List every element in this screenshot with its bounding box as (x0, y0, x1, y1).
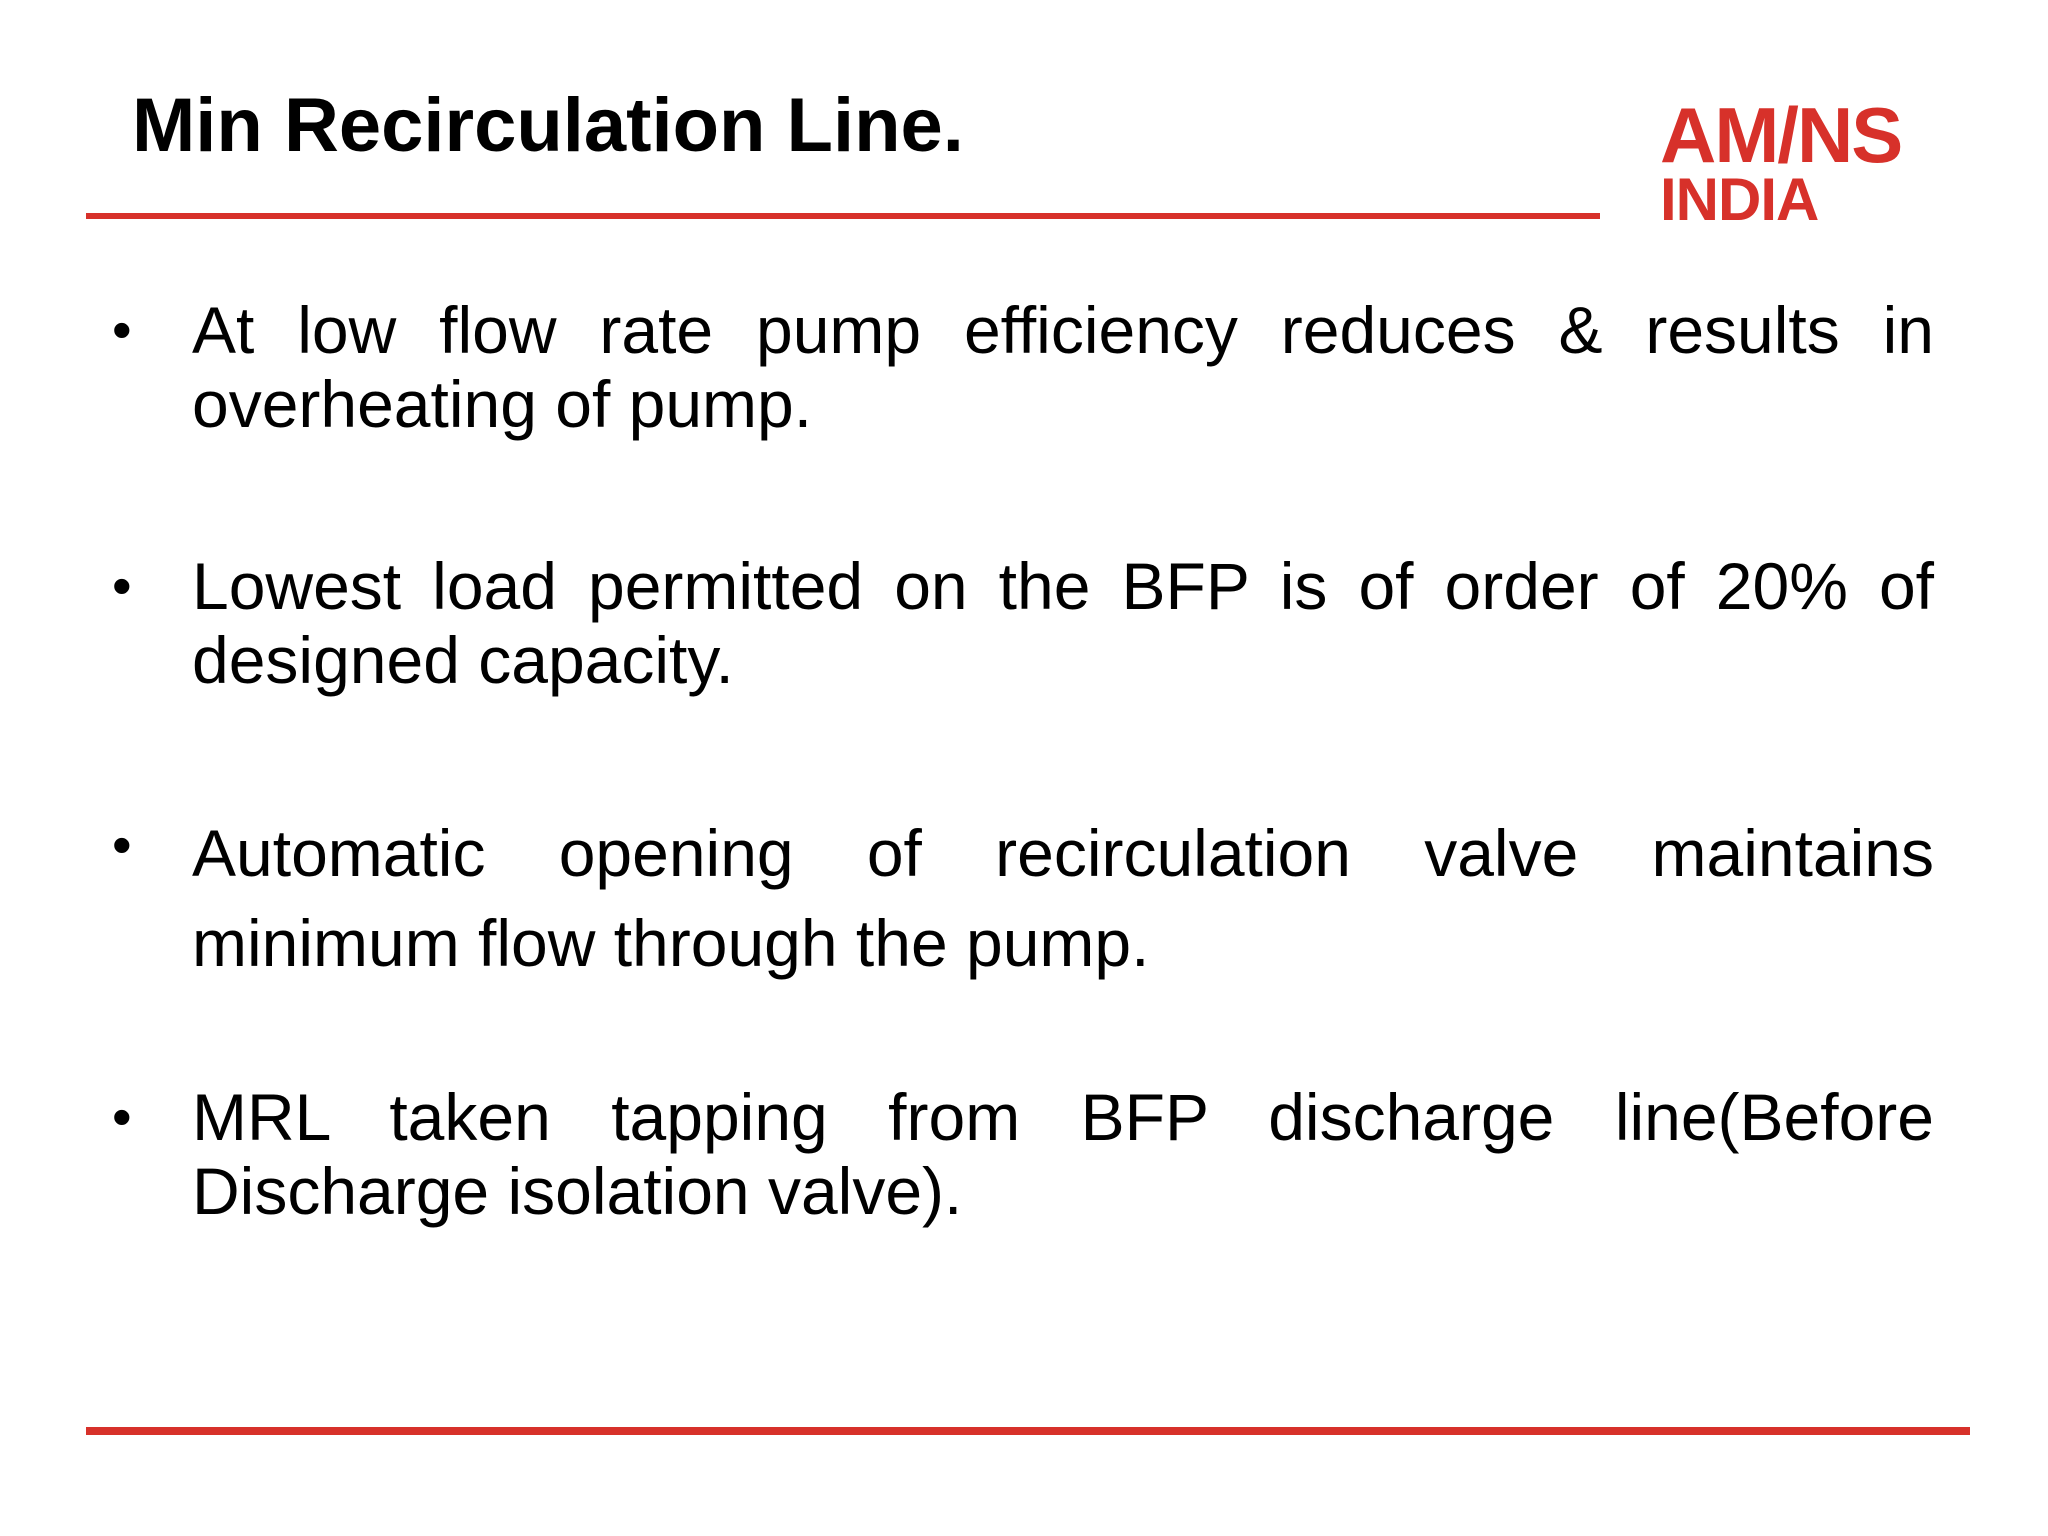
bullet-marker: • (112, 1085, 132, 1148)
footer-rule (86, 1427, 1970, 1435)
bullet-text: At low flow rate pump efficiency reduces… (192, 293, 1934, 441)
logo-text-line2: INDIA (1660, 166, 1819, 233)
bullet-marker: • (112, 298, 132, 361)
bullet-item: • At low flow rate pump efficiency reduc… (112, 293, 1942, 441)
bullet-marker: • (112, 554, 132, 617)
bullet-text: Lowest load permitted on the BFP is of o… (192, 549, 1934, 697)
logo-text-line1: AM/NS (1660, 91, 1903, 179)
bullet-marker: • (112, 813, 132, 876)
bullet-item: • Lowest load permitted on the BFP is of… (112, 549, 1942, 697)
bullet-text: MRL taken tapping from BFP discharge lin… (192, 1080, 1934, 1228)
bullet-text: Automatic opening of recirculation valve… (192, 816, 1934, 980)
slide-title: Min Recirculation Line. (132, 83, 964, 168)
bullet-item: • MRL taken tapping from BFP discharge l… (112, 1080, 1942, 1228)
title-underline (86, 213, 1600, 219)
company-logo: AM/NS INDIA (1660, 96, 1970, 230)
bullet-item: • Automatic opening of recirculation val… (112, 808, 1942, 988)
